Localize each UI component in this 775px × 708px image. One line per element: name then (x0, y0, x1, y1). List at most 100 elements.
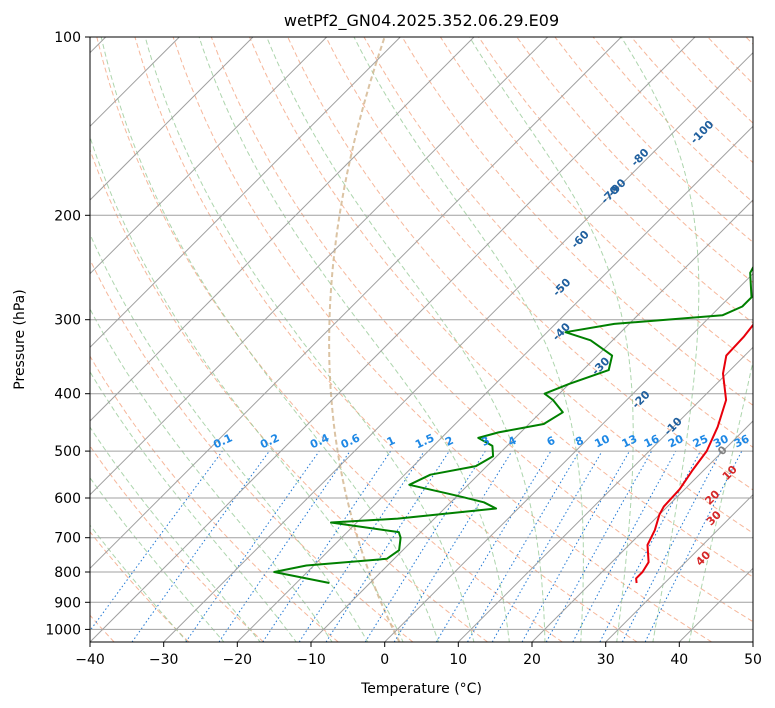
moist-adiabat (100, 37, 440, 642)
mixing-ratio-line (185, 450, 320, 642)
dry-adiabat (592, 37, 753, 203)
mixing-ratio-label: 6 (545, 434, 558, 449)
dry-adiabat-label: -50 (550, 276, 573, 299)
y-tick-label: 400 (54, 387, 81, 403)
mixing-ratio-label: 0.4 (308, 431, 331, 451)
dry-adiabat (669, 37, 753, 124)
mixing-ratio-label: 8 (573, 434, 585, 449)
y-tick-label: 200 (54, 208, 81, 224)
mixing-ratio-label: 0.2 (258, 431, 281, 451)
x-tick-label: 0 (380, 652, 389, 668)
y-tick-label: 1000 (45, 622, 81, 638)
mixing-ratio-label: 30 (711, 432, 731, 450)
y-axis-label: Pressure (hPa) (12, 289, 28, 389)
plot-frame (89, 36, 754, 643)
y-tick-label: 900 (54, 595, 81, 611)
mixing-ratio-label: 3 (479, 434, 491, 449)
x-tick-label: −30 (149, 652, 179, 668)
moist-adiabat (90, 426, 261, 642)
isotherm-line (384, 272, 753, 642)
mixing-ratio-label: 2 (443, 434, 455, 449)
dry-adiabat-label: 10 (720, 463, 740, 483)
tan-curve (328, 37, 401, 642)
isotherm-line (457, 346, 753, 642)
dry-adiabat (745, 37, 753, 45)
isotherm-line (90, 37, 549, 496)
isotherm-line (90, 37, 696, 642)
x-tick-label: 10 (449, 652, 467, 668)
mixing-ratio-line (298, 450, 425, 642)
x-tick-label: 30 (597, 652, 615, 668)
moist-adiabat (266, 37, 546, 642)
moist-adiabat (144, 37, 475, 642)
chart-title: wetPf2_GN04.2025.352.06.29.E09 (284, 11, 559, 31)
y-tick-label: 700 (54, 531, 81, 547)
mixing-ratio-label: 16 (642, 432, 662, 450)
dry-adiabat (90, 148, 488, 642)
dry-adiabat (90, 355, 339, 642)
mixing-ratio-line (467, 450, 580, 642)
y-tick-label: 300 (54, 313, 81, 329)
mixing-ratio-label: 0.1 (211, 431, 234, 451)
grid-layer (90, 37, 753, 642)
dry-adiabat-label: -100 (688, 118, 717, 147)
dry-adiabat (96, 37, 563, 642)
isotherm-line (605, 493, 753, 642)
dry-adiabat-label: -80 (628, 146, 651, 169)
mixing-ratio-line (325, 450, 450, 642)
x-tick-label: −20 (223, 652, 253, 668)
mixing-ratio-line (218, 450, 351, 642)
moist-adiabat (620, 37, 700, 642)
dry-adiabat (172, 37, 712, 642)
dry-adiabat-label: 30 (704, 508, 724, 528)
dewpoint-profile (273, 265, 753, 584)
x-tick-label: −10 (296, 652, 326, 668)
mixing-ratio-line (435, 450, 552, 642)
isotherm-line (310, 199, 753, 642)
mixing-ratio-label: 25 (691, 432, 710, 450)
mixing-ratio-line (521, 450, 630, 642)
dry-adiabat (210, 37, 753, 623)
mixing-ratio-label: 0.6 (339, 431, 362, 451)
dry-adiabat (249, 37, 753, 578)
mixing-ratio-label: 20 (666, 432, 686, 450)
dry-adiabat (134, 37, 638, 642)
dry-adiabat (90, 258, 414, 642)
dry-adiabat (439, 37, 753, 365)
moist-adiabat (90, 308, 333, 642)
dry-adiabat (325, 37, 753, 491)
series-layer (273, 265, 753, 584)
dry-adiabat (90, 531, 190, 642)
dry-adiabat-label: 20 (702, 487, 722, 507)
mixing-ratio-label: 13 (620, 432, 639, 450)
mixing-ratio-line (393, 450, 513, 642)
mixing-ratio-line (545, 450, 653, 642)
mixing-ratio-line (90, 450, 223, 632)
x-tick-label: −40 (75, 652, 105, 668)
isotherm-line (236, 125, 753, 642)
dry-adiabat-label: -40 (550, 320, 573, 343)
moist-adiabat (469, 37, 634, 642)
y-tick-label: 100 (54, 30, 81, 46)
mixing-ratio-line (621, 450, 722, 642)
mixing-ratio-label: 1.5 (413, 431, 436, 451)
isotherm-line (752, 641, 753, 642)
y-tick-label: 600 (54, 491, 81, 507)
mixing-ratio-line (131, 450, 270, 642)
temperature-profile (635, 323, 753, 584)
x-tick-label: 40 (670, 652, 688, 668)
isotherm-line (90, 37, 328, 275)
isotherm-line (90, 37, 622, 570)
dry-adiabat-label: -30 (589, 354, 612, 377)
mixing-ratio-label: 36 (732, 432, 752, 450)
mixing-ratio-line (364, 450, 486, 642)
x-tick-label: 20 (523, 652, 541, 668)
mixing-ratio-line (572, 450, 677, 642)
moist-adiabat (353, 37, 584, 642)
y-tick-label: 800 (54, 565, 81, 581)
moist-adiabat (90, 370, 297, 642)
moist-adiabat (90, 232, 369, 642)
moist-adiabat (90, 135, 404, 642)
dry-adiabat-label: -60 (569, 228, 592, 251)
